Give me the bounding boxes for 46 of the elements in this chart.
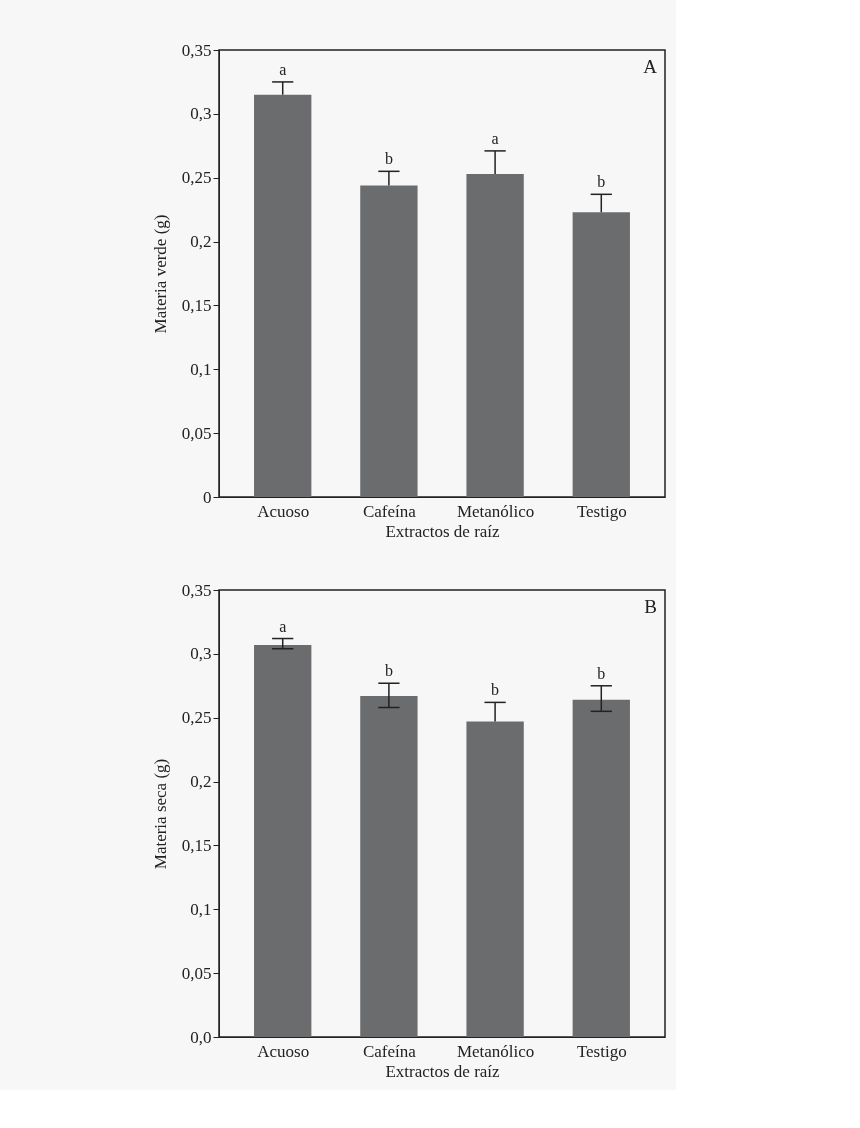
x-axis-title: Extractos de raíz: [385, 1061, 501, 1081]
bar: [360, 696, 418, 1037]
annotation: b: [597, 664, 606, 682]
bar: [572, 212, 630, 497]
annotation: b: [491, 681, 500, 699]
x-tick-label: Acuoso: [257, 1041, 310, 1061]
y-tick-label: 0,15: [181, 295, 212, 315]
bar: [254, 94, 312, 497]
y-tick-label: 0,05: [181, 423, 212, 443]
annotation: a: [491, 129, 499, 147]
bar: [466, 721, 524, 1037]
y-tick-label: 0,2: [190, 772, 212, 792]
y-axis-title: Materia seca (g): [150, 758, 170, 870]
x-tick-label: Testigo: [576, 501, 627, 521]
x-tick-label: Cafeína: [362, 501, 417, 521]
y-tick-label: 0,35: [181, 40, 212, 60]
annotation: b: [384, 662, 393, 680]
annotation: A: [643, 56, 658, 77]
annotation: a: [279, 617, 287, 635]
y-tick-label: 0,0: [190, 1027, 212, 1047]
x-tick-label: Cafeína: [362, 1041, 417, 1061]
x-tick-label: Acuoso: [257, 501, 310, 521]
bar: [572, 699, 630, 1037]
y-axis-title: Materia verde (g): [150, 214, 170, 334]
x-axis-title: Extractos de raíz: [385, 521, 501, 541]
y-tick-label: 0,35: [181, 580, 212, 600]
y-tick-label: 0,2: [190, 232, 212, 252]
y-tick-label: 0,1: [190, 899, 212, 919]
annotation: B: [644, 596, 657, 617]
x-tick-label: Metanólico: [456, 1041, 535, 1061]
x-tick-label: Metanólico: [456, 501, 535, 521]
y-tick-label: 0,25: [181, 168, 212, 188]
y-tick-label: 0,3: [190, 644, 212, 664]
annotation: b: [597, 173, 606, 191]
bar: [360, 185, 418, 497]
bar: [466, 173, 524, 497]
y-tick-label: 0,15: [181, 835, 212, 855]
y-tick-label: 0,25: [181, 708, 212, 728]
y-tick-label: 0: [203, 487, 212, 507]
y-tick-label: 0,05: [181, 963, 212, 983]
x-tick-label: Testigo: [576, 1041, 627, 1061]
annotation: a: [279, 60, 287, 78]
bar: [254, 644, 312, 1037]
y-tick-label: 0,3: [190, 104, 212, 124]
y-tick-label: 0,1: [190, 359, 212, 379]
annotation: b: [384, 150, 393, 168]
